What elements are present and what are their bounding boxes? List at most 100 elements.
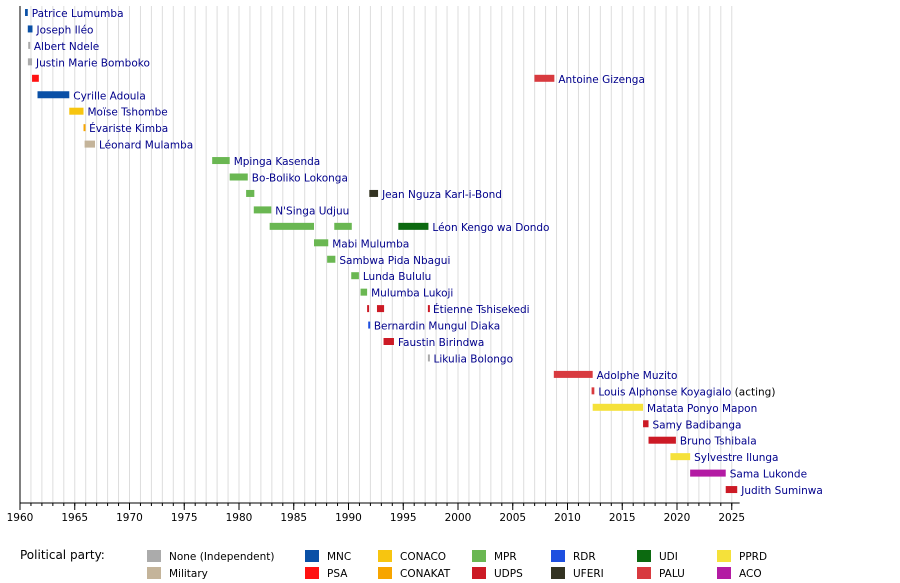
term-bar <box>27 58 33 66</box>
legend-item: UDI <box>637 550 678 563</box>
legend-swatch <box>378 567 392 579</box>
minister-name-label: Patrice Lumumba <box>32 8 124 20</box>
minister-name-label: Albert Ndele <box>34 41 99 53</box>
legend-item: UFERI <box>551 567 604 580</box>
legend-label: PALU <box>659 568 685 580</box>
legend-label: UDI <box>659 551 678 563</box>
tick-label: 2005 <box>499 512 526 524</box>
legend-label: CONACO <box>400 551 447 563</box>
legend-label: UFERI <box>573 568 604 580</box>
legend-swatch <box>378 550 392 562</box>
tick-label: 1985 <box>280 512 307 524</box>
tick-label: 1965 <box>61 512 88 524</box>
legend-item: None (Independent) <box>147 550 274 563</box>
term-bar <box>269 222 315 230</box>
minister-name-label: Étienne Tshisekedi <box>433 303 530 316</box>
legend-item: PALU <box>637 567 685 580</box>
tick-label: 1975 <box>171 512 198 524</box>
minister-name-label: Lunda Bululu <box>363 271 431 283</box>
term-bar <box>376 305 385 313</box>
term-bar <box>369 189 379 197</box>
tick-label: 2025 <box>718 512 745 524</box>
tick-label: 2000 <box>445 512 472 524</box>
minister-name-label: Cyrille Adoula <box>73 90 146 102</box>
minister-name-label: N'Singa Udjuu <box>275 205 349 217</box>
term-bar <box>592 403 644 411</box>
term-bar <box>84 140 96 148</box>
term-bar <box>690 469 726 477</box>
minister-name-label: Jean Nguza Karl-i-Bond <box>381 189 502 201</box>
legend-swatch <box>551 567 565 579</box>
legend-swatch <box>472 567 486 579</box>
legend-swatch <box>717 567 731 579</box>
name-labels: Patrice Lumumba Joseph Iléo Albert Ndele Ju… <box>32 8 823 497</box>
term-bar <box>368 321 371 329</box>
term-bar <box>334 222 352 230</box>
term-bar <box>32 74 39 82</box>
minister-name-label: Sylvestre Ilunga <box>694 452 778 464</box>
minister-name-label: Likulia Bolongo <box>434 353 514 365</box>
term-bar <box>398 222 429 230</box>
term-bar <box>360 288 368 296</box>
term-bar <box>37 91 70 99</box>
term-bar <box>725 486 738 494</box>
term-bar <box>246 189 255 197</box>
minister-name-label: Bo-Boliko Lokonga <box>252 173 348 185</box>
tick-label: 1990 <box>335 512 362 524</box>
minister-name-label: Léonard Mulamba <box>99 140 193 152</box>
minister-name-label: Faustin Birindwa <box>398 337 484 349</box>
legend-item: PSA <box>305 567 347 580</box>
tick-label: 1960 <box>7 512 34 524</box>
legend-swatch <box>551 550 565 562</box>
legend-item: UDPS <box>472 567 523 580</box>
legend-item: ACO <box>717 567 762 580</box>
legend-label: MPR <box>494 551 517 563</box>
legend-label: Military <box>169 568 208 580</box>
minister-name-label: Judith Suminwa <box>740 485 823 497</box>
legend-label: PSA <box>327 568 348 580</box>
year-gridlines <box>19 6 733 503</box>
tick-label: 2015 <box>609 512 636 524</box>
term-bar <box>229 173 248 181</box>
term-bar <box>427 305 430 313</box>
term-bar <box>25 9 28 16</box>
tick-label: 1995 <box>390 512 417 524</box>
term-bar <box>28 41 31 49</box>
tick-label: 2010 <box>554 512 581 524</box>
tick-label: 1970 <box>116 512 143 524</box>
term-bar <box>27 25 33 33</box>
legend-swatch <box>147 550 161 562</box>
x-axis: 1960 1965 1970 1975 1980 1985 1990 1995 2000 2005… <box>7 6 745 524</box>
legend-swatch <box>717 550 731 562</box>
legend-label: MNC <box>327 551 352 563</box>
minister-name-label: Bruno Tshibala <box>680 436 757 448</box>
term-bar <box>591 387 595 395</box>
term-bar <box>553 370 593 378</box>
minister-name-label: Joseph Iléo <box>35 24 93 36</box>
legend-item: MPR <box>472 550 517 563</box>
term-bar <box>648 436 676 444</box>
term-bar <box>351 272 359 280</box>
term-bar <box>367 305 370 313</box>
minister-name-label: Justin Marie Bomboko <box>35 57 150 69</box>
legend-label: RDR <box>573 551 596 563</box>
term-bars <box>25 9 738 494</box>
minister-name-label: Moïse Tshombe <box>88 107 168 119</box>
legend-label: PPRD <box>739 551 768 563</box>
term-bar <box>314 239 329 247</box>
legend-item: PPRD <box>717 550 767 563</box>
legend-item: Military <box>147 567 208 580</box>
legend-label: CONAKAT <box>400 568 451 580</box>
minister-name-label: Adolphe Muzito <box>597 370 678 382</box>
minister-name-label: Mabi Mulumba <box>332 238 409 250</box>
tick-label: 1980 <box>226 512 253 524</box>
term-bar <box>69 107 84 115</box>
legend-swatch <box>147 567 161 579</box>
minister-name-label: Sama Lukonde <box>730 469 807 481</box>
legend-label: ACO <box>739 568 762 580</box>
minister-name-label: Matata Ponyo Mapon <box>647 403 757 415</box>
acting-note: (acting) <box>731 386 775 398</box>
legend-item: CONAKAT <box>378 567 450 580</box>
minister-name-label: Antoine Gizenga <box>558 74 645 86</box>
